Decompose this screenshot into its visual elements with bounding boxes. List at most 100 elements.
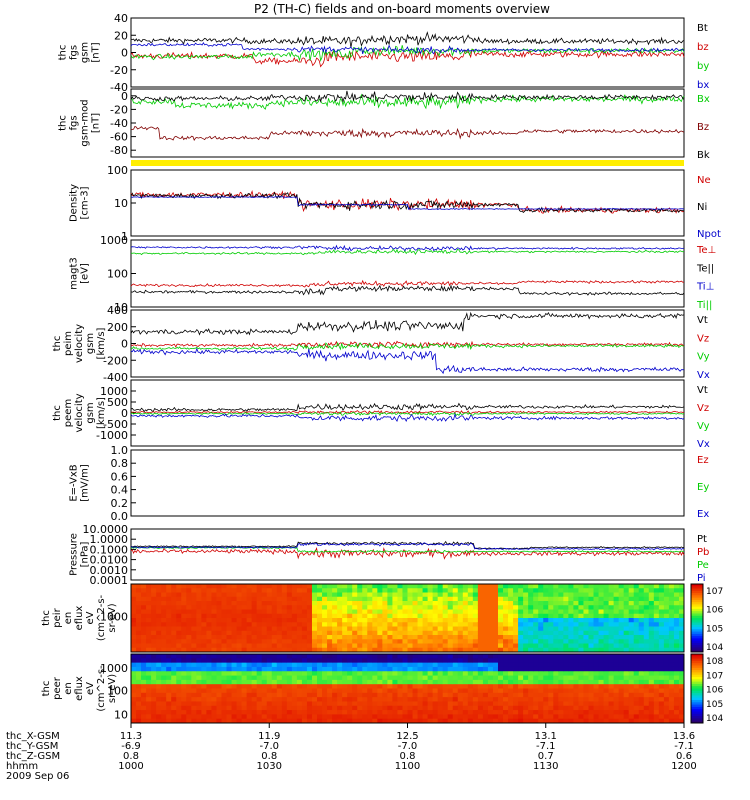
legend-efield-0: Ez xyxy=(697,455,709,466)
spectrogram-cell xyxy=(226,588,233,593)
spectrogram-cell xyxy=(678,714,685,720)
spectrogram-cell xyxy=(392,714,398,720)
spectrogram-cell xyxy=(131,609,137,615)
spectrogram-cell xyxy=(503,710,509,715)
spectrogram-cell xyxy=(387,710,393,715)
spectrogram-cell xyxy=(568,705,574,711)
spectrogram-cell xyxy=(251,626,258,632)
spectrogram-cell xyxy=(447,675,454,681)
spectrogram-cell xyxy=(658,701,665,707)
spectrogram-cell xyxy=(166,675,172,681)
spectrogram-cell xyxy=(467,588,474,593)
spectrogram-cell xyxy=(503,684,509,689)
spectrogram-cell xyxy=(226,710,233,715)
spectrogram-cell xyxy=(337,688,343,694)
colorbar-frame xyxy=(690,583,704,653)
spectrogram-cell xyxy=(236,718,243,724)
spectrogram-cell xyxy=(658,596,665,602)
spectrogram-cell xyxy=(166,697,172,702)
spectrogram-cell xyxy=(141,666,147,672)
spectrogram-cell xyxy=(332,618,338,623)
spectrogram-cell xyxy=(528,592,534,598)
spectrogram-cell xyxy=(146,618,152,623)
spectrogram-cell xyxy=(196,635,202,640)
spectrogram-cell xyxy=(317,671,323,677)
series-fgs-bz xyxy=(130,48,685,68)
legend-fgs-mod-2: Bk xyxy=(697,150,710,161)
spectrogram-cell xyxy=(362,684,368,689)
spectrogram-cell xyxy=(261,584,268,589)
spectrogram-cell xyxy=(407,630,414,636)
spectrogram-cell xyxy=(508,618,514,623)
spectrogram-cell xyxy=(286,697,293,702)
spectrogram-cell xyxy=(311,618,318,623)
spectrogram-cell xyxy=(553,609,559,615)
spectrogram-cell xyxy=(337,622,343,627)
colorbar-tick: 107 xyxy=(706,587,723,597)
spectrogram-cell xyxy=(201,596,207,602)
spectrogram-cell xyxy=(668,654,675,659)
spectrogram-cell xyxy=(171,701,177,707)
spectrogram-cell xyxy=(533,697,539,702)
spectrogram-cell xyxy=(628,601,635,606)
spectrogram-cell xyxy=(322,592,328,598)
y-tick-label: 0.4 xyxy=(111,484,129,497)
spectrogram-cell xyxy=(613,605,620,610)
spectrogram-cell xyxy=(447,710,454,715)
spectrogram-cell xyxy=(578,654,584,659)
spectrogram-cell xyxy=(151,584,157,589)
spectrogram-cell xyxy=(497,601,504,606)
spectrogram-cell xyxy=(578,684,584,689)
spectrogram-cell xyxy=(668,609,675,615)
spectrogram-cell xyxy=(266,684,273,689)
spectrogram-cell xyxy=(161,662,167,668)
spectrogram-cell xyxy=(648,714,655,720)
spectrogram-cell xyxy=(402,609,408,615)
spectrogram-cell xyxy=(513,679,519,685)
spectrogram-cell xyxy=(186,714,192,720)
spectrogram-cell xyxy=(593,701,600,707)
spectrogram-cell xyxy=(372,710,378,715)
ylabel-density: Density[cm-3] xyxy=(69,184,91,222)
colorbar-cell xyxy=(691,590,703,594)
spectrogram-cell xyxy=(477,618,484,623)
spectrogram-cell xyxy=(598,688,605,694)
spectrogram-cell xyxy=(472,684,479,689)
spectrogram-cell xyxy=(382,605,388,610)
spectrogram-cell xyxy=(432,613,439,619)
spectrogram-cell xyxy=(317,613,323,619)
spectrogram-cell xyxy=(166,666,172,672)
spectrogram-cell xyxy=(171,584,177,589)
spectrogram-cell xyxy=(402,692,408,698)
spectrogram-cell xyxy=(613,710,620,715)
spectrogram-cell xyxy=(653,630,660,636)
spectrogram-cell xyxy=(588,605,595,610)
spectrogram-cell xyxy=(528,609,534,615)
spectrogram-cell xyxy=(221,684,228,689)
spectrogram-cell xyxy=(452,718,459,724)
spectrogram-cell xyxy=(497,714,504,720)
spectrogram-cell xyxy=(246,666,253,672)
spectrogram-cell xyxy=(256,643,263,649)
spectrogram-cell xyxy=(623,675,630,681)
spectrogram-cell xyxy=(131,692,137,698)
spectrogram-cell xyxy=(462,626,469,632)
spectrogram-cell xyxy=(538,596,544,602)
spectrogram-cell xyxy=(653,666,660,672)
spectrogram-cell xyxy=(417,658,424,664)
spectrogram-cell xyxy=(246,671,253,677)
spectrogram-cell xyxy=(568,714,574,720)
legend-fgs-0: Bt xyxy=(697,23,708,34)
spectrogram-cell xyxy=(246,622,253,627)
spectrogram-cell xyxy=(211,618,217,623)
spectrogram-cell xyxy=(518,718,524,724)
ylabel-line: Density xyxy=(69,184,80,222)
spectrogram-cell xyxy=(337,613,343,619)
spectrogram-cell xyxy=(342,622,348,627)
spectrogram-cell xyxy=(427,654,434,659)
spectrogram-cell xyxy=(306,718,313,724)
spectrogram-cell xyxy=(206,710,212,715)
spectrogram-cell xyxy=(477,647,484,653)
series-density-Npot xyxy=(130,196,685,211)
